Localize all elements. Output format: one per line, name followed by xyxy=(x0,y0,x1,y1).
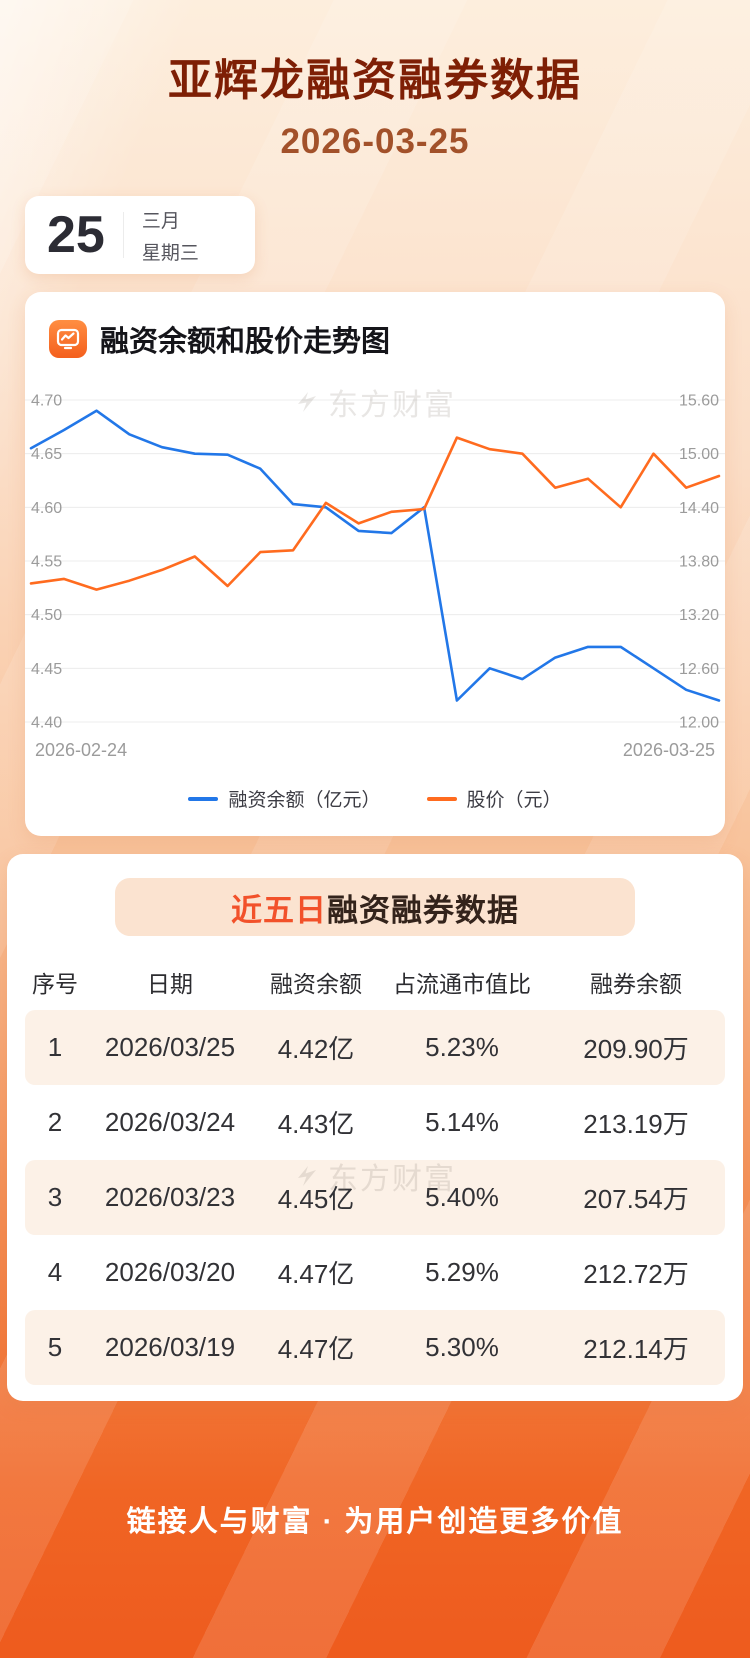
svg-text:4.70: 4.70 xyxy=(31,393,62,410)
margin-table-card: 近五日融资融券数据 东方财富 序号日期融资余额占流通市值比融券余额 12026/… xyxy=(7,854,743,1401)
svg-text:12.00: 12.00 xyxy=(679,715,719,732)
legend-swatch xyxy=(427,797,457,801)
chart-header: 融资余额和股价走势图 xyxy=(25,318,725,360)
legend-label: 股价（元） xyxy=(467,785,562,812)
svg-text:14.40: 14.40 xyxy=(679,500,719,517)
date-card: 25 三月 星期三 xyxy=(25,196,255,274)
date-month: 三月 xyxy=(142,206,199,233)
table-cell: 5.30% xyxy=(377,1332,547,1363)
trend-chart-svg: 4.70 15.60 4.65 15.00 4.60 14.40 4.55 13.80 4.50… xyxy=(25,384,725,736)
table-row: 52026/03/194.47亿5.30%212.14万 xyxy=(25,1310,725,1385)
svg-text:4.65: 4.65 xyxy=(31,446,62,463)
table-header-cell: 日期 xyxy=(85,965,255,999)
table-header-row: 序号日期融资余额占流通市值比融券余额 xyxy=(25,954,725,1010)
table-row: 22026/03/244.43亿5.14%213.19万 xyxy=(25,1085,725,1160)
x-axis-labels: 2026-02-24 2026-03-25 xyxy=(25,740,725,761)
chart-legend: 融资余额（亿元） 股价（元） xyxy=(25,785,725,812)
table-title-rest: 融资融券数据 xyxy=(327,885,519,930)
svg-text:13.20: 13.20 xyxy=(679,607,719,624)
table-cell: 212.14万 xyxy=(547,1329,725,1366)
legend-item-margin-balance: 融资余额（亿元） xyxy=(188,785,380,812)
table-cell: 2026/03/20 xyxy=(85,1257,255,1288)
date-month-weekday: 三月 星期三 xyxy=(124,206,199,265)
table-cell: 212.72万 xyxy=(547,1254,725,1291)
date-day: 25 xyxy=(25,209,123,261)
table-cell: 4.45亿 xyxy=(255,1179,377,1216)
legend-label: 融资余额（亿元） xyxy=(228,785,380,812)
table-cell: 209.90万 xyxy=(547,1029,725,1066)
table-row: 12026/03/254.42亿5.23%209.90万 xyxy=(25,1010,725,1085)
svg-text:4.55: 4.55 xyxy=(31,554,62,571)
table-row: 42026/03/204.47亿5.29%212.72万 xyxy=(25,1235,725,1310)
table-cell: 4.47亿 xyxy=(255,1254,377,1291)
table-cell: 4.47亿 xyxy=(255,1329,377,1366)
svg-text:12.60: 12.60 xyxy=(679,661,719,678)
table-cell: 3 xyxy=(25,1182,85,1213)
table-cell: 5.40% xyxy=(377,1182,547,1213)
chart-card: 融资余额和股价走势图 东方财富 4.7015.604.6515.004.6014… xyxy=(25,292,725,836)
svg-text:4.50: 4.50 xyxy=(31,607,62,624)
table-title: 近五日融资融券数据 xyxy=(115,878,635,936)
page-date: 2026-03-25 xyxy=(0,122,750,162)
table-cell: 5 xyxy=(25,1332,85,1363)
table-cell: 5.23% xyxy=(377,1032,547,1063)
margin-table-body: 12026/03/254.42亿5.23%209.90万22026/03/244… xyxy=(25,1010,725,1385)
table-cell: 2026/03/19 xyxy=(85,1332,255,1363)
table-cell: 4.43亿 xyxy=(255,1104,377,1141)
legend-item-stock-price: 股价（元） xyxy=(427,785,562,812)
table-cell: 2026/03/25 xyxy=(85,1032,255,1063)
table-cell: 4 xyxy=(25,1257,85,1288)
table-header-cell: 融资余额 xyxy=(255,965,377,999)
svg-text:4.40: 4.40 xyxy=(31,715,62,732)
table-cell: 5.14% xyxy=(377,1107,547,1138)
date-weekday: 星期三 xyxy=(142,238,199,265)
legend-swatch xyxy=(188,797,218,801)
table-cell: 4.42亿 xyxy=(255,1029,377,1066)
table-cell: 2026/03/24 xyxy=(85,1107,255,1138)
table-cell: 213.19万 xyxy=(547,1104,725,1141)
footer: 链接人与财富 · 为用户创造更多价值 xyxy=(0,1498,750,1540)
trend-chart: 东方财富 4.7015.604.6515.004.6014.404.5513.8… xyxy=(25,384,725,812)
trend-chart-icon xyxy=(49,320,87,358)
table-cell: 207.54万 xyxy=(547,1179,725,1216)
page-title: 亚辉龙融资融券数据 xyxy=(0,44,750,108)
svg-text:15.60: 15.60 xyxy=(679,393,719,410)
table-header-cell: 占流通市值比 xyxy=(377,965,547,999)
svg-text:15.00: 15.00 xyxy=(679,446,719,463)
table-cell: 2 xyxy=(25,1107,85,1138)
svg-text:4.60: 4.60 xyxy=(31,500,62,517)
table-header-cell: 序号 xyxy=(25,965,85,999)
chart-title: 融资余额和股价走势图 xyxy=(100,318,390,360)
x-axis-start-label: 2026-02-24 xyxy=(35,740,127,761)
table-cell: 5.29% xyxy=(377,1257,547,1288)
table-cell: 2026/03/23 xyxy=(85,1182,255,1213)
footer-slogan: 链接人与财富 · 为用户创造更多价值 xyxy=(127,1506,624,1538)
table-title-highlight: 近五日 xyxy=(231,885,327,930)
svg-text:13.80: 13.80 xyxy=(679,554,719,571)
header: 亚辉龙融资融券数据 2026-03-25 xyxy=(0,0,750,162)
table-header-cell: 融券余额 xyxy=(547,965,725,999)
svg-text:4.45: 4.45 xyxy=(31,661,62,678)
x-axis-end-label: 2026-03-25 xyxy=(623,740,715,761)
margin-table: 序号日期融资余额占流通市值比融券余额 12026/03/254.42亿5.23%… xyxy=(25,954,725,1385)
table-cell: 1 xyxy=(25,1032,85,1063)
table-row: 32026/03/234.45亿5.40%207.54万 xyxy=(25,1160,725,1235)
